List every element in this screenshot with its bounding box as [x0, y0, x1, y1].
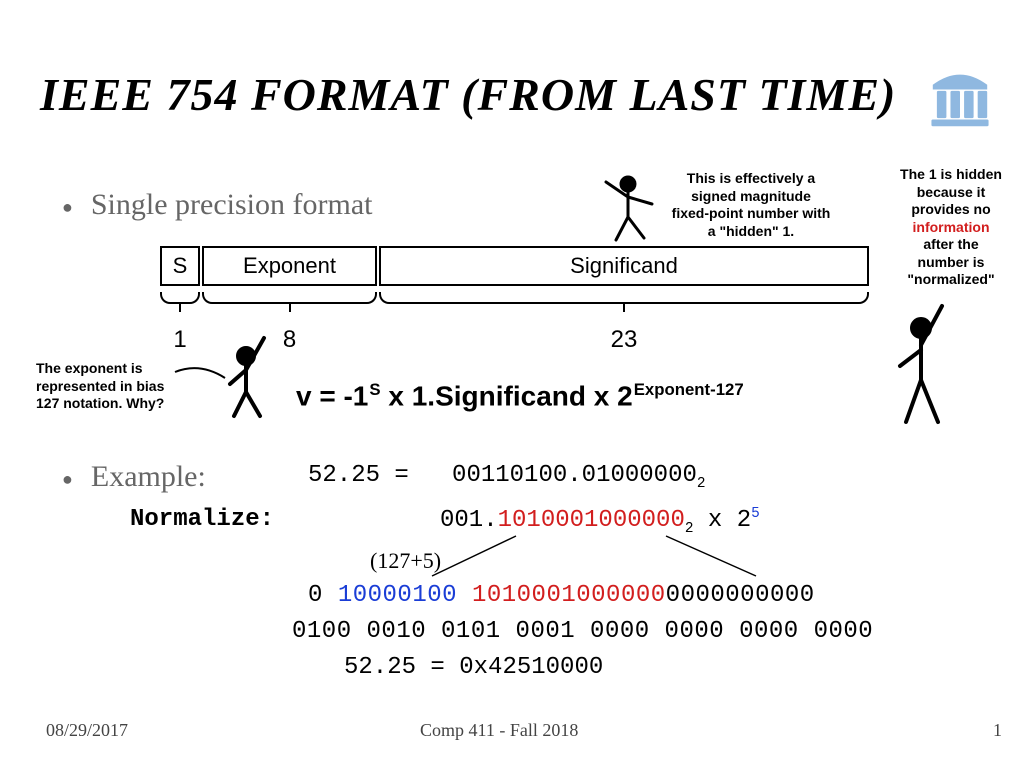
ieee-grouped-line: 0100 0010 0101 0001 0000 0000 0000 0000 [292, 618, 873, 645]
bitfield-sign-label: S [173, 253, 188, 279]
example-fixed-sub: 2 [697, 476, 706, 492]
norm-red: 1010001000000 [498, 507, 685, 534]
bitfield-sign-bits: 1 [160, 326, 200, 354]
formula-sup1: S [369, 380, 380, 399]
annotation-hidden-one-pre: The 1 is hidden because it provides no [900, 166, 1002, 217]
ieee-exp: 10000100 [338, 582, 457, 609]
formula-prefix: v = -1 [296, 380, 368, 411]
ieee-bits-line: 0 10000100 10100010000000000000000 [308, 582, 815, 609]
ieee-sign: 0 [308, 582, 323, 609]
annotation-hidden-one-red: information [913, 219, 990, 235]
annotation-signed-magnitude-text: This is effectively a signed magnitude f… [672, 170, 831, 239]
formula-mid: x 1.Significand x 2 [381, 380, 633, 411]
annotation-exponent-bias-text: The exponent is represented in bias 127 … [36, 360, 164, 411]
brace-exponent [202, 292, 377, 304]
normalize-label: Normalize: [130, 506, 274, 533]
stick-figure-top-icon [598, 172, 658, 242]
example-eq1: = [380, 462, 423, 489]
footer-date: 08/29/2017 [46, 720, 128, 741]
footer-course: Comp 411 - Fall 2018 [420, 720, 578, 741]
university-logo-icon [926, 60, 994, 130]
example-decimal: 52.25 [308, 462, 380, 489]
norm-prefix: 001. [440, 507, 498, 534]
example-normalized-line: 001.10100010000002 x 25 [440, 506, 760, 537]
bitfield-significand-label: Significand [570, 253, 678, 279]
example-fixed-binary: 00110100.01000000 [452, 462, 697, 489]
norm-mid: x 2 [693, 507, 751, 534]
bitfield-significand-box: Significand [379, 246, 869, 286]
bullet-single-precision: Single precision format [62, 188, 372, 222]
brace-significand [379, 292, 869, 304]
bitfield-significand-bits: 23 [379, 326, 869, 354]
bullet-example: Example: [62, 460, 206, 494]
footer-page: 1 [993, 720, 1002, 741]
annotation-hidden-one-post: after the number is "normalized" [907, 236, 994, 287]
bias-calc-note: (127+5) [370, 548, 441, 574]
formula-sup2: Exponent-127 [634, 380, 744, 399]
bitfield-exponent-box: Exponent [202, 246, 377, 286]
slide-title: IEEE 754 Format (from last time) [40, 68, 896, 121]
annotation-signed-magnitude: This is effectively a signed magnitude f… [656, 170, 846, 240]
bitfield-exponent-label: Exponent [243, 253, 336, 279]
ieee-sig-red: 1010001000000 [472, 582, 666, 609]
hex-label: 52.25 [344, 654, 416, 681]
hex-eq: = [416, 654, 459, 681]
brace-sign [160, 292, 200, 304]
annotation-hidden-one: The 1 is hidden because it provides no i… [886, 166, 1016, 289]
hex-value: 0x42510000 [459, 654, 603, 681]
ieee-sig-rest: 0000000000 [666, 582, 815, 609]
formula-value: v = -1S x 1.Significand x 2Exponent-127 [296, 380, 744, 412]
norm-exp: 5 [751, 506, 760, 522]
stick-figure-left-icon [218, 330, 274, 420]
example-fixed-line: 52.25 = 00110100.010000002 [308, 462, 706, 492]
bitfield-sign-box: S [160, 246, 200, 286]
ieee-hex-line: 52.25 = 0x42510000 [344, 654, 603, 681]
stick-figure-right-icon [886, 300, 956, 430]
